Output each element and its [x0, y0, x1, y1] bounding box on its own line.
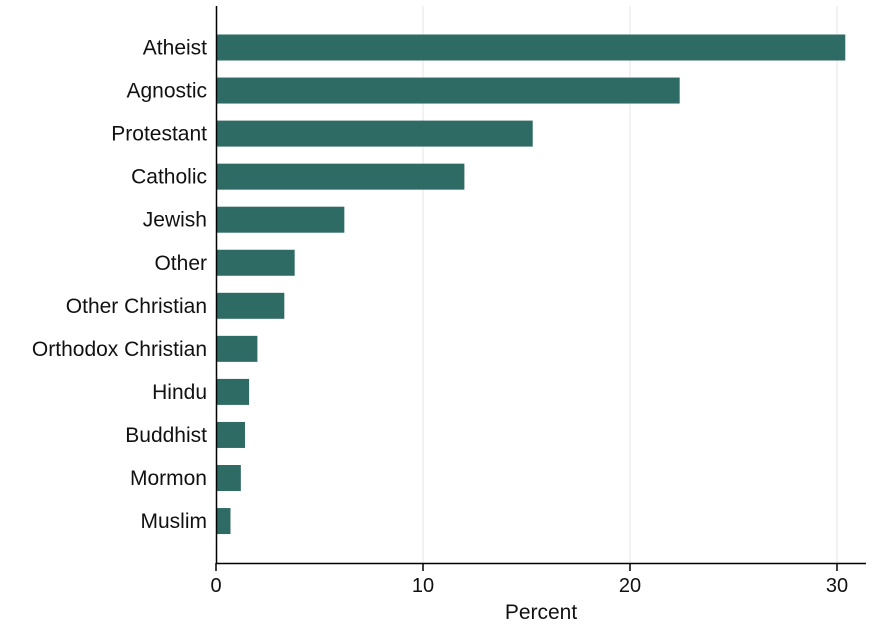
category-label: Hindu [152, 381, 207, 404]
category-label: Catholic [131, 166, 207, 189]
bars [217, 34, 846, 535]
category-label: Other [154, 252, 207, 275]
category-label: Other Christian [66, 295, 207, 318]
x-tick-label: 20 [619, 575, 641, 597]
x-tick-label: 10 [412, 575, 434, 597]
bar-other-christian [217, 292, 285, 319]
bar-atheist [217, 34, 846, 61]
bar-muslim [217, 508, 231, 535]
bar-hindu [217, 378, 250, 405]
category-label: Jewish [143, 209, 207, 232]
category-label: Protestant [111, 123, 207, 146]
bar-buddhist [217, 421, 245, 448]
category-label: Agnostic [126, 80, 207, 103]
bar-orthodox-christian [217, 335, 258, 362]
bar-protestant [217, 120, 533, 147]
bar-agnostic [217, 77, 680, 104]
bar-mormon [217, 465, 241, 491]
category-labels: Atheist Agnostic Protestant Catholic Jewish O… [32, 37, 207, 534]
x-tick-label: 30 [826, 575, 848, 597]
x-axis-ticks: 0 10 20 30 [210, 563, 848, 597]
category-label: Orthodox Christian [32, 338, 207, 361]
bar-jewish [217, 206, 345, 233]
category-label: Muslim [141, 510, 208, 533]
category-label: Mormon [130, 467, 207, 490]
category-label: Buddhist [125, 424, 207, 447]
x-tick-label: 0 [210, 575, 221, 597]
bar-other [217, 249, 295, 276]
category-label: Atheist [143, 37, 207, 60]
x-axis-title: Percent [505, 601, 578, 624]
bar-catholic [217, 163, 465, 190]
